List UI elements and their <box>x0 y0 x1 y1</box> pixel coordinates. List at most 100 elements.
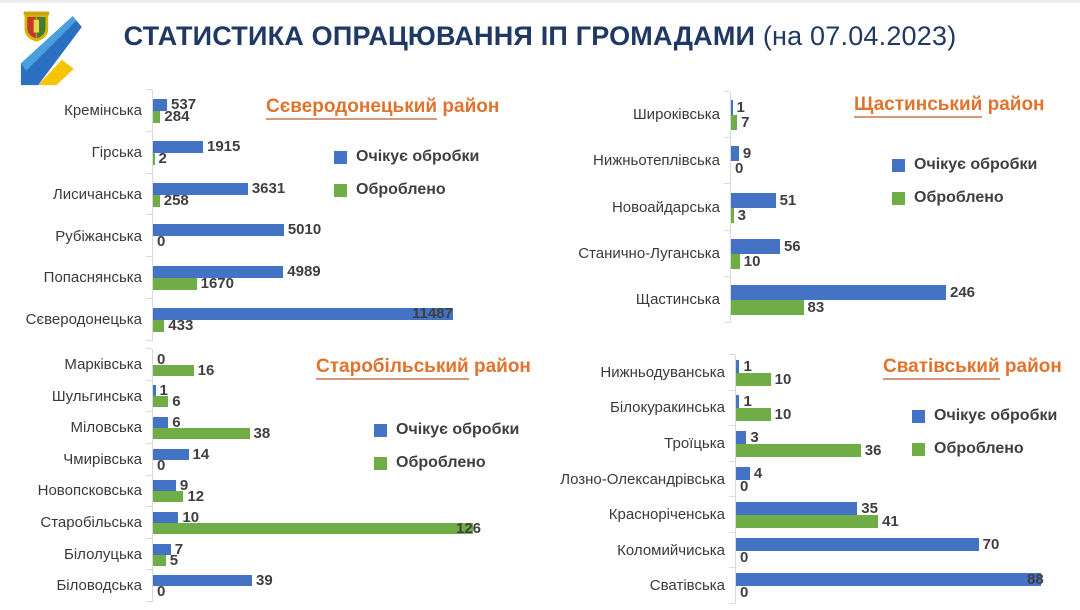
chart-row: Кремінська 537 284 <box>0 89 540 132</box>
bar-pending <box>731 238 780 254</box>
bar-processed <box>153 396 169 408</box>
category-label: Коломийчиська <box>617 541 725 559</box>
value-label: 56 <box>783 237 801 255</box>
bar-processed <box>736 515 879 529</box>
legend-item-pending: Очікує обробки <box>892 156 1037 174</box>
value-label: 1 <box>159 382 168 400</box>
pending-bar-line: 39 <box>153 573 540 588</box>
luhansk-region-logo-icon <box>20 11 82 86</box>
chart-title: Сєверодонецький район <box>266 96 499 120</box>
value-label: 0 <box>157 456 166 474</box>
chart-row: Лозно-Олександрівська 4 0 <box>540 460 1080 498</box>
bar-processed <box>153 364 194 376</box>
processed-bar-line: 36 <box>736 441 1080 459</box>
legend-label: Оброблено <box>934 440 1024 457</box>
processed-swatch-icon <box>334 183 347 197</box>
pending-swatch-icon <box>374 423 387 437</box>
category-label: Білокуракинська <box>610 399 725 417</box>
bar-processed <box>153 110 161 123</box>
bar-pending <box>736 502 858 516</box>
chart-row: Гірська 1915 2 <box>0 130 540 174</box>
pending-bar-line: 35 <box>736 501 1080 516</box>
value-label: 36 <box>864 441 882 459</box>
value-label: 41 <box>882 513 899 531</box>
processed-swatch-icon <box>912 442 925 456</box>
chart-title: Старобільський район <box>316 356 531 380</box>
chart-title: Сватівський район <box>883 356 1062 380</box>
pending-bar-line: 1 <box>736 394 1080 409</box>
chart-row: Нижньодуванська 1 10 <box>540 354 1080 391</box>
bar-group: 3 36 <box>729 425 1080 462</box>
bar-pending <box>736 537 979 551</box>
pending-bar-line: 6 <box>153 414 540 432</box>
pending-bar-line: 9 <box>153 478 540 493</box>
processed-bar-line: 258 <box>153 193 540 208</box>
pending-bar-line: 4989 <box>153 264 540 279</box>
chart-legend: Очікує обробки Оброблено <box>912 407 1057 473</box>
chart-legend: Очікує обробки Оброблено <box>892 156 1037 222</box>
value-label: 0 <box>157 233 166 251</box>
category-label: Троїцька <box>664 435 725 453</box>
bar-processed <box>153 491 184 503</box>
chart-plot-area: Нижньодуванська 1 10 Білокуракинська 1 10 Трої… <box>540 343 1080 610</box>
legend-item-pending: Очікує обробки <box>374 421 519 439</box>
page-title-text: СТАТИСТИКА ОПРАЦЮВАННЯ ІП ГРОМАДАМИ <box>123 21 756 51</box>
processed-bar-line: 0 <box>153 584 540 599</box>
bar-pending <box>153 140 203 153</box>
bar-group: 3631 258 <box>146 172 540 216</box>
logo-swoosh-blue <box>20 16 82 86</box>
chart-row: Сєверодонецька 11487 433 <box>0 298 540 341</box>
chart-row: Коломийчиська 70 0 <box>540 531 1080 569</box>
value-label: 10 <box>774 406 792 424</box>
chart-plot-area: Широківська 1 7 Нижньотеплівська 9 0 Новоайдар… <box>540 88 1080 343</box>
value-label: 3 <box>750 428 759 446</box>
category-label: Гірська <box>91 143 142 161</box>
value-label: 6 <box>172 414 181 432</box>
header: СТАТИСТИКА ОПРАЦЮВАННЯ ІП ГРОМАДАМИ (на … <box>0 3 1080 88</box>
chart-title-district: Старобільський <box>316 356 469 380</box>
bar-group: 5010 0 <box>146 214 540 258</box>
chart-row: Сватівська 88 0 <box>540 567 1080 605</box>
value-label: 2 <box>158 149 167 167</box>
processed-bar-line: 12 <box>153 488 540 506</box>
bar-pending <box>153 480 176 492</box>
legend-item-processed: Оброблено <box>334 181 479 199</box>
chart-shchastynskyi-raion: Широківська 1 7 Нижньотеплівська 9 0 Новоайдар… <box>540 88 1080 343</box>
processed-bar-line: 10 <box>731 253 1080 269</box>
pending-bar-line: 1 <box>731 100 1080 116</box>
legend-item-pending: Очікує обробки <box>334 148 479 166</box>
bar-group: 14 0 <box>146 442 540 476</box>
category-label: Щастинська <box>635 291 720 309</box>
bar-pending <box>153 417 169 429</box>
bar-pending <box>153 98 168 111</box>
value-label: 12 <box>187 488 205 506</box>
pending-bar-line: 5010 <box>153 222 540 237</box>
bar-pending <box>153 511 179 523</box>
category-label: Станично-Луганська <box>578 244 720 262</box>
chart-row: Широківська 1 7 <box>540 90 1080 139</box>
bar-group: 6 38 <box>146 411 540 444</box>
pending-swatch-icon <box>892 158 905 172</box>
bar-pending <box>731 100 733 116</box>
pending-bar-line: 246 <box>731 284 1080 300</box>
pending-bar-line: 88 <box>736 572 1080 587</box>
bar-group: 246 83 <box>724 275 1080 324</box>
chart-title-district: Щастинський <box>854 94 983 118</box>
chart-row: Троїцька 3 36 <box>540 425 1080 462</box>
chart-title-suffix: район <box>982 94 1045 115</box>
category-label: Рубіжанська <box>55 227 142 245</box>
legend-label: Оброблено <box>914 189 1004 206</box>
category-label: Лисичанська <box>52 185 142 203</box>
processed-bar-line: 6 <box>153 394 540 409</box>
value-label: 9 <box>742 145 752 163</box>
chart-row: Попаснянська 4989 1670 <box>0 256 540 300</box>
processed-bar-line: 0 <box>731 161 1080 176</box>
value-label: 3 <box>737 206 746 224</box>
legend-label: Оброблено <box>356 181 446 198</box>
category-label: Сватівська <box>649 577 725 595</box>
chart-title-suffix: район <box>468 356 531 377</box>
pending-bar-line: 537 <box>153 97 540 112</box>
value-label: 16 <box>197 361 215 379</box>
